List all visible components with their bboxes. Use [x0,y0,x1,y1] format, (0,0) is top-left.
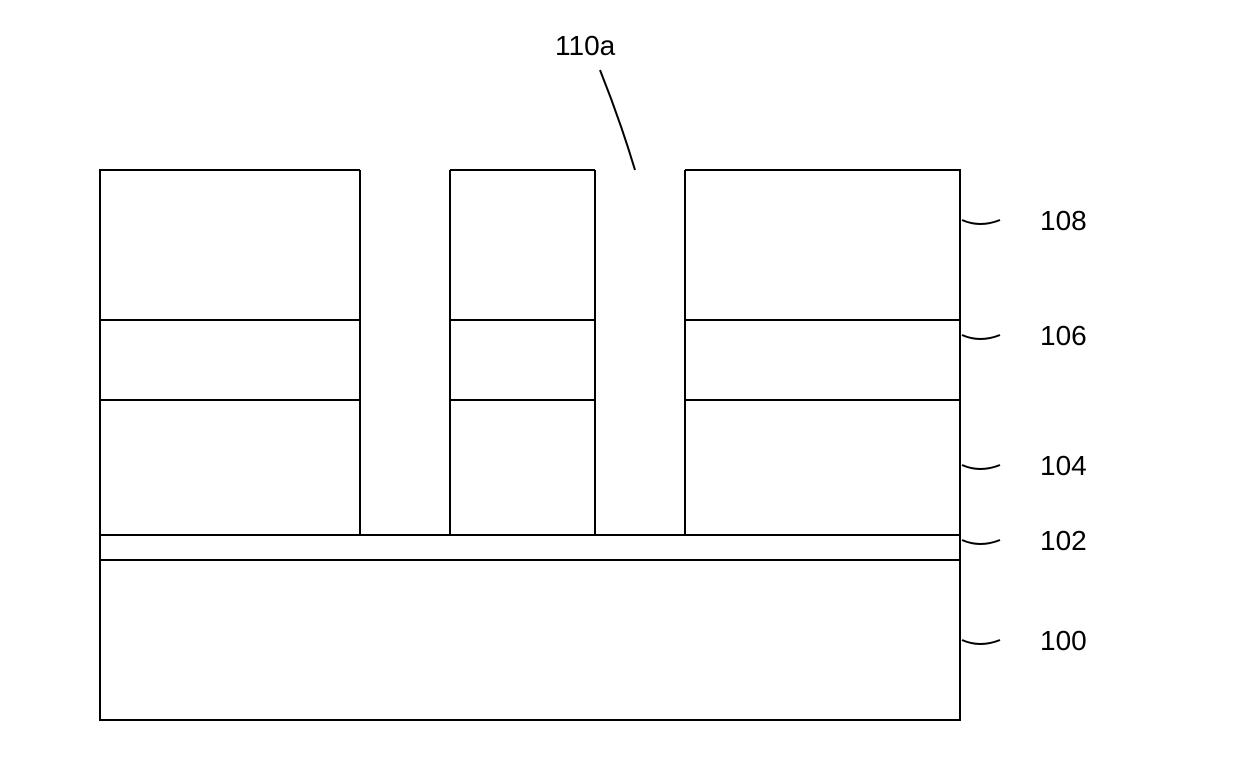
leader-106 [962,335,1000,339]
layer-106 [100,320,960,400]
label-102: 102 [1040,525,1087,556]
layer-108 [100,170,960,320]
label-100: 100 [1040,625,1087,656]
groove-mask-1 [595,168,685,535]
layer-104 [100,400,960,535]
leader-102 [962,540,1000,544]
label-106: 106 [1040,320,1087,351]
leader-104 [962,465,1000,469]
leader-100 [962,640,1000,644]
leader-110a [600,70,635,170]
label-110a: 110a [555,30,616,61]
layer-100 [100,560,960,720]
layer-102 [100,535,960,560]
label-104: 104 [1040,450,1087,481]
layer-stack-diagram: 100 102 104 106 108 110a [0,0,1240,771]
label-108: 108 [1040,205,1087,236]
groove-mask-0 [360,168,450,535]
leader-108 [962,220,1000,224]
